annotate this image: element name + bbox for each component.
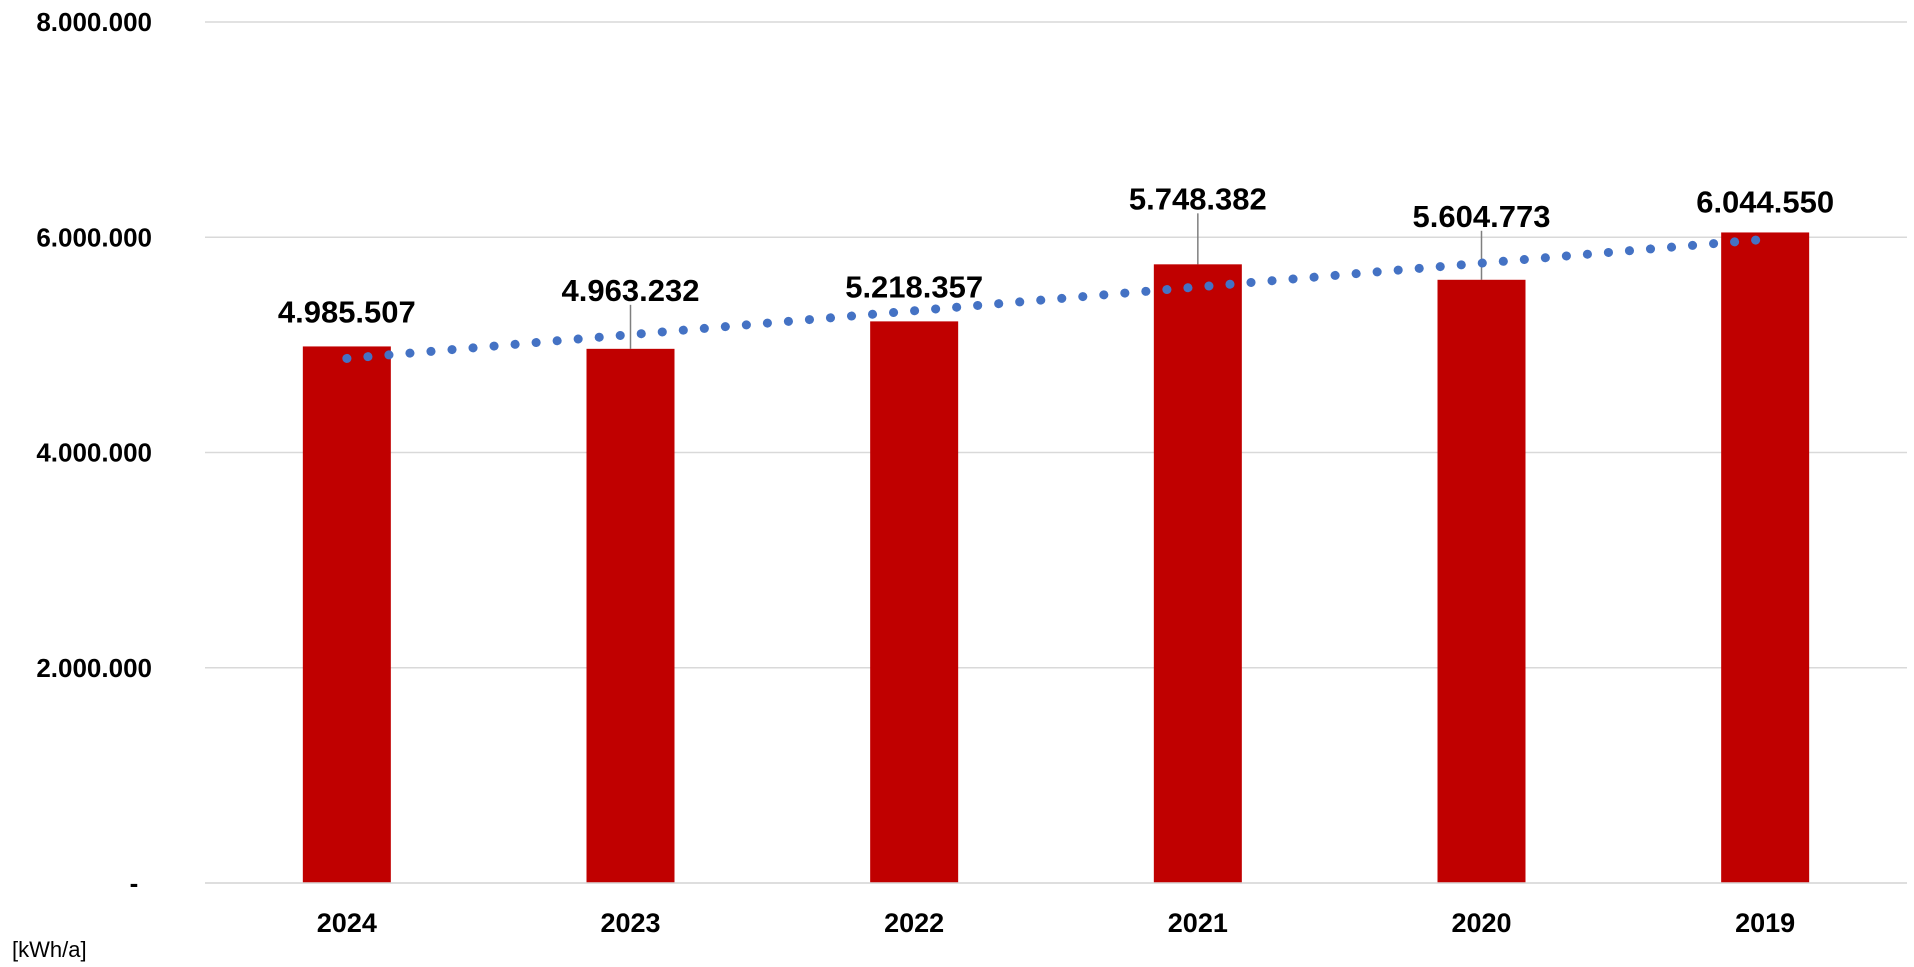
x-axis-ticks: 2024 2023 2022 2021 2020 2019 bbox=[205, 882, 1907, 938]
data-label: 6.044.550 bbox=[1696, 184, 1834, 219]
data-label: 5.748.382 bbox=[1129, 181, 1267, 216]
y-tick-label: 2.000.000 bbox=[36, 653, 152, 683]
bar bbox=[870, 321, 959, 883]
y-tick-label: 4.000.000 bbox=[36, 438, 152, 468]
data-label: 4.985.507 bbox=[278, 294, 416, 329]
trendline bbox=[342, 234, 1770, 363]
y-tick-label: 8.000.000 bbox=[36, 7, 152, 37]
y-tick-label: - bbox=[130, 868, 139, 898]
bar bbox=[1437, 279, 1526, 883]
data-label: 5.218.357 bbox=[845, 269, 983, 304]
unit-label: [kWh/a] bbox=[12, 937, 87, 962]
x-tick-label: 2019 bbox=[1735, 908, 1795, 938]
x-tick-label: 2021 bbox=[1168, 908, 1228, 938]
data-label: 5.604.773 bbox=[1413, 199, 1551, 234]
bar bbox=[1153, 264, 1242, 883]
gridlines bbox=[205, 21, 1907, 884]
y-axis-ticks: - 2.000.000 4.000.000 6.000.000 8.000.000 bbox=[36, 7, 152, 898]
trendline-path bbox=[342, 234, 1770, 363]
data-labels: 4.985.507 4.963.232 5.218.357 5.748.382 5.60… bbox=[278, 181, 1834, 329]
bar bbox=[302, 346, 391, 883]
x-tick-label: 2024 bbox=[317, 908, 377, 938]
x-tick-label: 2020 bbox=[1451, 908, 1511, 938]
x-tick-label: 2022 bbox=[884, 908, 944, 938]
x-tick-label: 2023 bbox=[600, 908, 660, 938]
y-tick-label: 6.000.000 bbox=[36, 222, 152, 252]
bar bbox=[1721, 232, 1810, 883]
bars bbox=[302, 232, 1810, 883]
leader-lines bbox=[629, 213, 1483, 349]
bar bbox=[586, 348, 675, 883]
data-label: 4.963.232 bbox=[562, 273, 700, 308]
